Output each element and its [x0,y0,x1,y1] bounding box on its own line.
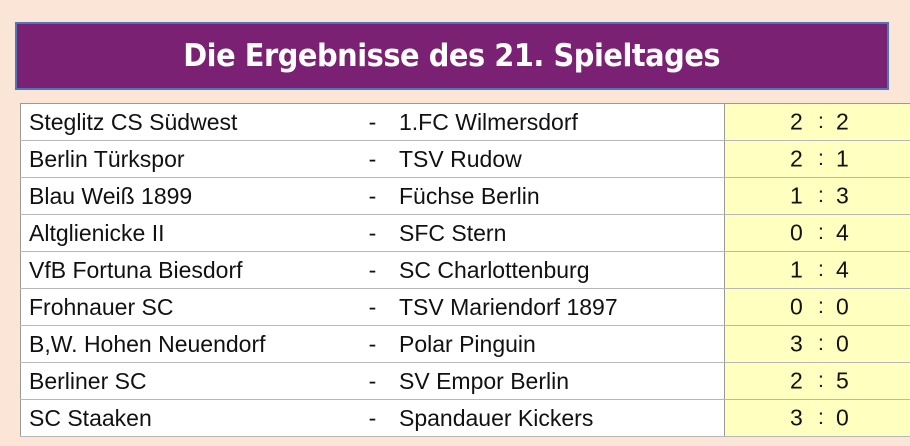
page-title: Die Ergebnisse des 21. Spieltages [183,38,721,74]
away-team: SV Empor Berlin [389,362,725,400]
score: 2:2 [725,105,910,140]
home-goals: 2 [790,145,803,172]
away-goals: 0 [836,293,849,320]
score: 1:4 [725,253,910,288]
score: 3:0 [725,401,910,436]
away-team: SFC Stern [389,214,725,252]
score-cell: 1:4 [724,251,910,289]
away-team: SC Charlottenburg [389,251,725,289]
match-separator: - [356,177,389,215]
away-team: 1.FC Wilmersdorf [389,103,725,141]
match-row: Frohnauer SC - TSV Mariendorf 1897 0:0 [20,288,910,326]
away-goals: 1 [836,145,849,172]
score: 2:1 [725,142,910,177]
home-team: Blau Weiß 1899 [20,177,356,215]
away-goals: 2 [836,108,849,135]
away-team: Füchse Berlin [389,177,725,215]
results-table: Steglitz CS Südwest -1.FC Wilmersdorf 2:2 B… [20,103,910,437]
away-goals: 4 [836,219,849,246]
score: 3:0 [725,327,910,362]
match-separator: - [356,103,389,141]
match-row: VfB Fortuna Biesdorf - SC Charlottenburg 1:… [20,251,910,289]
home-goals: 3 [790,404,803,431]
away-goals: 5 [836,367,849,394]
home-goals: 3 [790,330,803,357]
score-colon: : [818,147,824,170]
home-goals: 1 [790,256,803,283]
away-team: TSV Mariendorf 1897 [389,288,725,326]
away-goals: 0 [836,404,849,431]
match-row: SC Staaken - Spandauer Kickers 3:0 [20,399,910,437]
match-row: Blau Weiß 1899- Füchse Berlin 1:3 [20,177,910,215]
home-goals: 0 [790,293,803,320]
away-goals: 3 [836,182,849,209]
match-row: Berliner SC - SV Empor Berlin 2:5 [20,362,910,400]
match-separator: - [356,251,389,289]
match-separator: - [356,399,389,437]
score-cell: 2:5 [724,362,910,400]
match-row: Altglienicke II - SFC Stern 0:4 [20,214,910,252]
score-colon: : [818,332,824,355]
away-team: TSV Rudow [389,140,725,178]
match-separator: - [356,288,389,326]
score-colon: : [818,221,824,244]
away-goals: 4 [836,256,849,283]
score-cell: 2:1 [724,140,910,178]
score: 2:5 [725,364,910,399]
home-goals: 0 [790,219,803,246]
score: 0:0 [725,290,910,325]
score-cell: 3:0 [724,325,910,363]
away-team: Spandauer Kickers [389,399,725,437]
title-banner: Die Ergebnisse des 21. Spieltages [15,22,889,90]
home-team: B,W. Hohen Neuendorf [20,325,356,363]
match-row: B,W. Hohen Neuendorf - Polar Pinguin 3:0 [20,325,910,363]
score-colon: : [818,369,824,392]
match-separator: - [356,214,389,252]
score: 0:4 [725,216,910,251]
score: 1:3 [725,179,910,214]
away-goals: 0 [836,330,849,357]
match-separator: - [356,140,389,178]
home-team: Frohnauer SC [20,288,356,326]
score-colon: : [818,258,824,281]
score-colon: : [818,110,824,133]
score-cell: 1:3 [724,177,910,215]
home-team: SC Staaken [20,399,356,437]
match-row: Steglitz CS Südwest -1.FC Wilmersdorf 2:2 [20,103,910,141]
score-cell: 3:0 [724,399,910,437]
home-goals: 1 [790,182,803,209]
home-team: Berliner SC [20,362,356,400]
home-team: Altglienicke II [20,214,356,252]
match-separator: - [356,362,389,400]
away-team: Polar Pinguin [389,325,725,363]
score-cell: 0:4 [724,214,910,252]
home-goals: 2 [790,108,803,135]
match-row: Berlin Türkspor - TSV Rudow 2:1 [20,140,910,178]
match-separator: - [356,325,389,363]
home-team: Berlin Türkspor [20,140,356,178]
home-team: VfB Fortuna Biesdorf [20,251,356,289]
score-colon: : [818,406,824,429]
home-team: Steglitz CS Südwest [20,103,356,141]
results-table-body: Steglitz CS Südwest -1.FC Wilmersdorf 2:2 B… [20,103,910,437]
score-cell: 2:2 [724,103,910,141]
score-colon: : [818,295,824,318]
home-goals: 2 [790,367,803,394]
score-colon: : [818,184,824,207]
score-cell: 0:0 [724,288,910,326]
